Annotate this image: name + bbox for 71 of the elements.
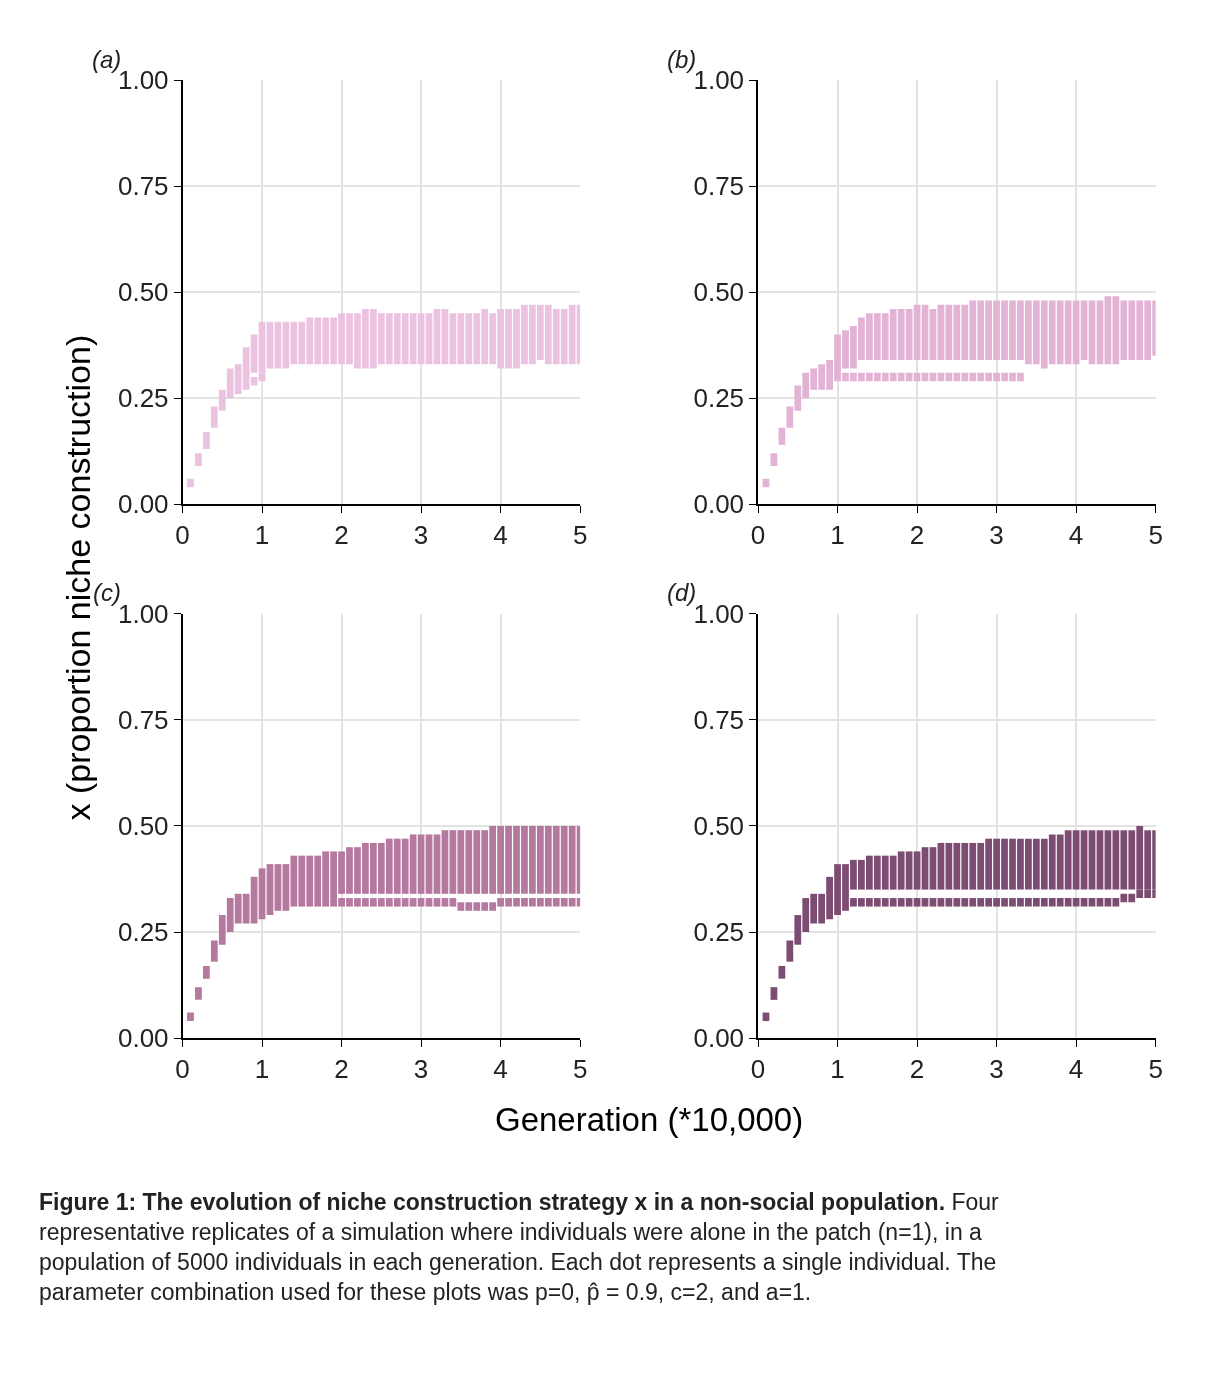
chart-title: (a) [92, 46, 122, 73]
x-tick-label: 5 [1148, 520, 1163, 551]
y-tick-label: 0.75 [117, 705, 169, 736]
bar [433, 834, 441, 894]
x-tick-label: 4 [1068, 520, 1084, 551]
y-tick-label: 0.75 [693, 705, 745, 736]
y-tick-label: 0.00 [693, 489, 745, 520]
bar [921, 898, 929, 907]
bar [1088, 898, 1096, 907]
y-tick-label: 0.00 [117, 489, 169, 520]
bar [441, 898, 449, 907]
x-tick-label: 3 [413, 520, 429, 551]
x-tick-label: 5 [1148, 1053, 1163, 1084]
bar [425, 898, 433, 907]
x-tick-label: 4 [493, 1053, 508, 1084]
y-tick-label: 1.00 [117, 599, 169, 630]
x-tick-label: 3 [413, 1053, 429, 1084]
x-tick-label: 5 [572, 1053, 588, 1084]
x-axis-title: Generation (*10,000) [495, 1101, 804, 1138]
bar [1080, 830, 1088, 890]
bar [425, 834, 433, 894]
bar [195, 987, 202, 1000]
x-tick-label: 3 [989, 1053, 1004, 1084]
y-tick-label: 0.00 [693, 1023, 745, 1054]
bar [433, 898, 441, 907]
bar [1096, 898, 1104, 907]
y-tick-label: 0.50 [693, 811, 745, 842]
x-tick-label: 5 [572, 520, 588, 551]
x-tick-label: 2 [909, 520, 925, 551]
bar [921, 847, 929, 890]
bar [1088, 830, 1096, 890]
bar [1096, 830, 1104, 890]
bar [913, 851, 921, 890]
y-tick-label: 0.75 [117, 171, 169, 202]
x-tick-label: 0 [175, 1053, 190, 1084]
y-tick-label: 0.75 [693, 171, 745, 202]
bar [187, 1012, 194, 1022]
bar [203, 432, 210, 450]
y-tick-label: 0.25 [693, 917, 745, 948]
x-tick-label: 1 [254, 1053, 270, 1084]
y-tick-label: 0.25 [117, 917, 169, 948]
y-tick-label: 0.50 [693, 277, 745, 308]
bar [770, 987, 778, 1000]
bar [203, 965, 210, 979]
bar [1080, 898, 1088, 907]
bar [770, 453, 778, 466]
bar [778, 965, 786, 979]
x-tick-label: 2 [909, 1053, 925, 1084]
x-tick-label: 2 [334, 520, 349, 551]
x-tick-label: 0 [750, 520, 766, 551]
x-tick-label: 1 [830, 520, 845, 551]
y-tick-label: 0.25 [693, 383, 745, 414]
bar [274, 864, 282, 911]
x-tick-label: 0 [175, 520, 190, 551]
y-tick-label: 0.00 [117, 1023, 169, 1054]
y-tick-label: 0.25 [117, 383, 169, 414]
bar [913, 898, 921, 907]
x-tick-label: 3 [989, 520, 1004, 551]
bar [195, 453, 202, 466]
x-tick-label: 1 [830, 1053, 845, 1084]
y-tick-label: 0.50 [117, 811, 169, 842]
x-tick-label: 4 [493, 520, 508, 551]
y-tick-label: 0.50 [117, 277, 169, 308]
bar [187, 478, 194, 488]
x-tick-label: 0 [750, 1053, 766, 1084]
x-tick-label: 1 [254, 520, 270, 551]
x-tick-label: 2 [334, 1053, 349, 1084]
x-tick-label: 4 [1068, 1053, 1084, 1084]
caption: Figure 1: The evolution of niche construction strategy x in a non-social population. [39, 1189, 946, 1215]
bar [929, 847, 937, 890]
bar [929, 898, 937, 907]
